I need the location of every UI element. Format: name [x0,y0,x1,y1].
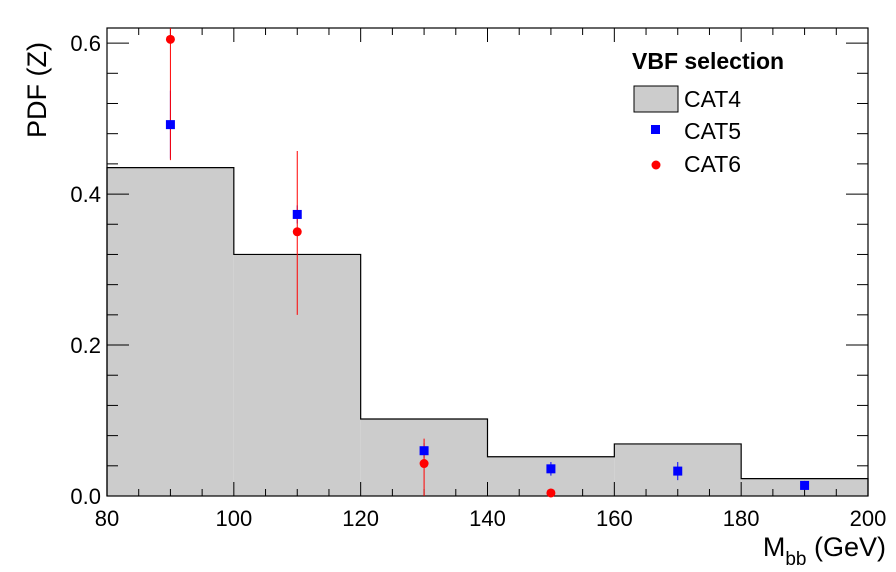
tick-labels: 80 100 120 140 160 180 200 0.0 0.2 0.4 0.6 [70,31,886,531]
legend: VBF selection CAT4 CAT5 CAT6 [632,48,784,177]
legend-title: VBF selection [632,48,784,74]
cat5-point [800,480,810,490]
x-tick-label: 120 [342,506,379,531]
x-axis-title-unit: (GeV) [806,532,886,562]
cat5-point [165,120,175,130]
cat6-point [292,227,302,237]
cat5-point [292,209,302,219]
cat6-point [419,459,429,469]
x-tick-label: 80 [95,506,119,531]
cat4-outline [106,167,869,496]
y-tick-label: 0.2 [70,333,101,358]
data-markers [165,34,810,498]
cat6-point [165,34,175,44]
axis-frame [106,27,869,497]
x-tick-label: 140 [469,506,506,531]
x-tick-label: 160 [596,506,633,531]
y-tick-label: 0.0 [70,484,101,509]
x-tick-label: 180 [723,506,760,531]
legend-marker-cat5 [651,125,660,134]
legend-label-cat6: CAT6 [684,151,741,177]
x-axis-title-sub: bb [785,549,806,570]
legend-label-cat4: CAT4 [684,86,741,112]
x-tick-label: 100 [215,506,252,531]
x-tick-label: 200 [850,506,887,531]
y-tick-label: 0.4 [70,182,101,207]
x-axis-title: Mbb (GeV) [763,532,886,570]
cat5-point [673,466,683,476]
cat6-point [546,488,556,498]
legend-marker-cat6 [651,160,661,170]
cat5-point [419,446,429,456]
x-axis-title-main: M [763,532,786,562]
legend-swatch-cat4 [633,85,679,113]
cat4-bar [107,167,234,497]
cat4-histogram [106,167,869,497]
y-tick-label: 0.6 [70,31,101,56]
cat5-point [546,464,556,474]
legend-label-cat5: CAT5 [684,118,741,144]
y-axis-title: PDF (Z) [22,42,52,138]
